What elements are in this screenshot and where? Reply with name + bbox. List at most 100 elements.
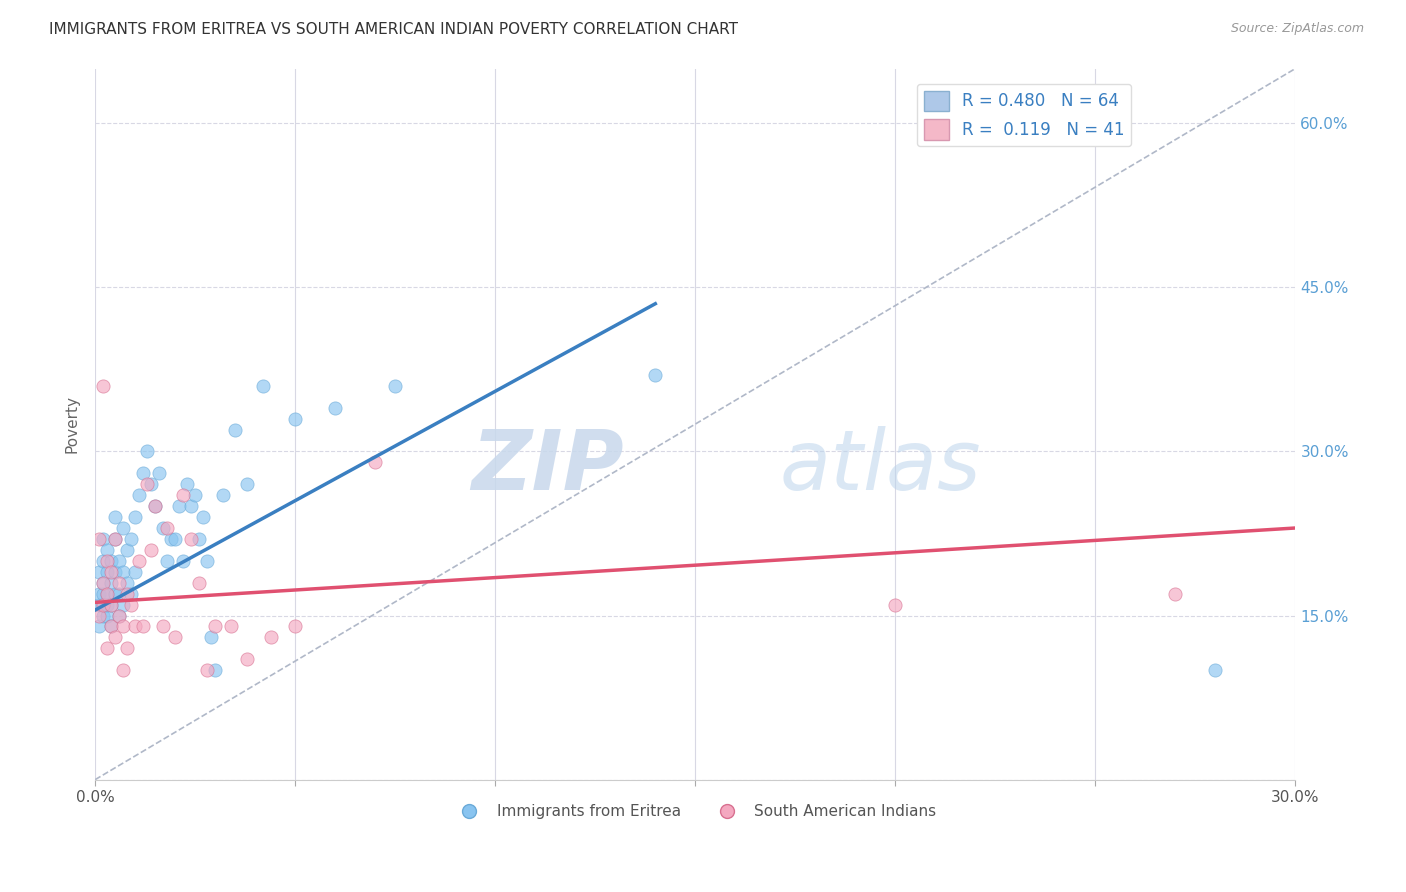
Point xyxy=(96,587,118,601)
Point xyxy=(115,575,138,590)
Legend: Immigrants from Eritrea, South American Indians: Immigrants from Eritrea, South American … xyxy=(449,798,942,825)
Point xyxy=(143,499,166,513)
Point xyxy=(165,631,187,645)
Point xyxy=(104,565,127,579)
Point xyxy=(104,532,127,546)
Point xyxy=(128,554,150,568)
Point xyxy=(100,575,122,590)
Text: ZIP: ZIP xyxy=(471,426,623,508)
Point xyxy=(132,467,155,481)
Point xyxy=(89,565,111,579)
Point xyxy=(204,619,226,633)
Point xyxy=(219,619,242,633)
Point xyxy=(212,488,235,502)
Point xyxy=(120,598,142,612)
Point xyxy=(236,652,259,666)
Point xyxy=(96,565,118,579)
Point xyxy=(156,554,179,568)
Point xyxy=(195,554,218,568)
Point xyxy=(96,641,118,656)
Point xyxy=(100,619,122,633)
Point xyxy=(91,575,114,590)
Point xyxy=(172,488,194,502)
Point xyxy=(112,619,135,633)
Point xyxy=(104,532,127,546)
Point xyxy=(184,488,207,502)
Point xyxy=(884,598,907,612)
Point xyxy=(100,598,122,612)
Point xyxy=(89,532,111,546)
Point xyxy=(104,631,127,645)
Point xyxy=(284,619,307,633)
Point xyxy=(284,411,307,425)
Point xyxy=(188,532,211,546)
Point xyxy=(104,510,127,524)
Point xyxy=(89,619,111,633)
Point xyxy=(143,499,166,513)
Point xyxy=(200,631,222,645)
Point xyxy=(141,477,163,491)
Point xyxy=(180,499,202,513)
Point xyxy=(104,587,127,601)
Point xyxy=(91,575,114,590)
Point xyxy=(644,368,666,382)
Point xyxy=(112,598,135,612)
Point xyxy=(152,619,174,633)
Point xyxy=(115,587,138,601)
Point xyxy=(132,619,155,633)
Point xyxy=(115,542,138,557)
Point xyxy=(108,587,131,601)
Point xyxy=(364,455,387,469)
Point xyxy=(120,532,142,546)
Point xyxy=(100,554,122,568)
Point xyxy=(120,587,142,601)
Point xyxy=(108,554,131,568)
Point xyxy=(128,488,150,502)
Point xyxy=(96,554,118,568)
Point xyxy=(112,521,135,535)
Point xyxy=(96,608,118,623)
Point xyxy=(1204,663,1226,677)
Y-axis label: Poverty: Poverty xyxy=(65,395,79,453)
Point xyxy=(96,542,118,557)
Point xyxy=(89,587,111,601)
Point xyxy=(89,608,111,623)
Point xyxy=(188,575,211,590)
Point xyxy=(100,598,122,612)
Point xyxy=(124,510,146,524)
Point xyxy=(91,378,114,392)
Text: Source: ZipAtlas.com: Source: ZipAtlas.com xyxy=(1230,22,1364,36)
Text: atlas: atlas xyxy=(779,426,981,508)
Point xyxy=(252,378,274,392)
Point xyxy=(176,477,198,491)
Point xyxy=(323,401,346,415)
Point xyxy=(384,378,406,392)
Point xyxy=(156,521,179,535)
Point xyxy=(152,521,174,535)
Point xyxy=(236,477,259,491)
Point xyxy=(112,565,135,579)
Point xyxy=(193,510,215,524)
Point xyxy=(96,587,118,601)
Point xyxy=(108,608,131,623)
Point xyxy=(124,565,146,579)
Point xyxy=(148,467,170,481)
Point xyxy=(89,598,111,612)
Point xyxy=(160,532,183,546)
Point xyxy=(136,444,159,458)
Point xyxy=(108,608,131,623)
Point xyxy=(165,532,187,546)
Point xyxy=(136,477,159,491)
Point xyxy=(172,554,194,568)
Point xyxy=(91,608,114,623)
Point xyxy=(195,663,218,677)
Point xyxy=(91,554,114,568)
Point xyxy=(260,631,283,645)
Point xyxy=(108,575,131,590)
Point xyxy=(167,499,190,513)
Point xyxy=(1164,587,1187,601)
Text: IMMIGRANTS FROM ERITREA VS SOUTH AMERICAN INDIAN POVERTY CORRELATION CHART: IMMIGRANTS FROM ERITREA VS SOUTH AMERICA… xyxy=(49,22,738,37)
Point xyxy=(204,663,226,677)
Point xyxy=(91,598,114,612)
Point xyxy=(124,619,146,633)
